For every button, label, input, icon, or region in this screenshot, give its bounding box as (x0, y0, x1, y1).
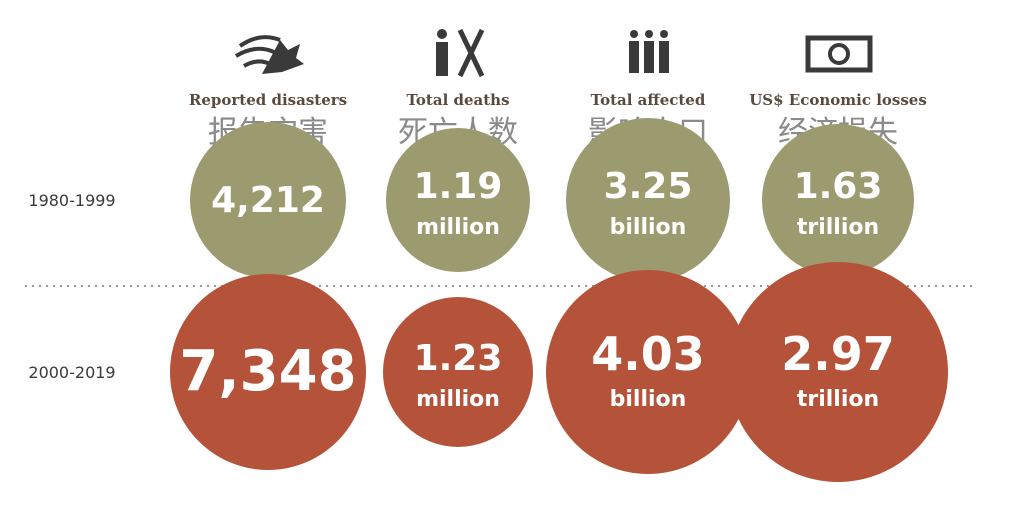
column-title: Reported disasters (189, 91, 347, 109)
period-label: 1980-1999 (28, 191, 115, 210)
bubble-value: 4.03 (591, 327, 705, 381)
bubble (386, 128, 530, 272)
column-title: US$ Economic losses (749, 91, 927, 109)
bubble-unit: trillion (797, 387, 879, 412)
bubble-unit: billion (610, 215, 687, 240)
period-label: 2000-2019 (28, 363, 115, 382)
bubble (762, 124, 914, 276)
bubble-unit: million (416, 387, 500, 412)
bubble-value: 7,348 (179, 339, 356, 404)
bubble-unit: billion (610, 387, 687, 412)
bubble (383, 297, 533, 447)
bubble (170, 274, 366, 470)
bubble (728, 262, 948, 482)
bubble (566, 118, 730, 282)
bubble-value: 2.97 (781, 327, 895, 381)
bubble-value: 1.63 (794, 166, 883, 207)
column-title: Total affected (591, 91, 706, 109)
bubble-value: 4,212 (211, 180, 325, 221)
column-title: Total deaths (406, 91, 509, 109)
bubble (546, 270, 750, 474)
bubble-value: 1.19 (414, 166, 503, 207)
bubble (190, 122, 346, 278)
bubble-value: 1.23 (414, 338, 503, 379)
icons (234, 28, 873, 78)
bubble-value: 3.25 (604, 166, 693, 207)
icon-affected (629, 30, 669, 73)
icon-money (805, 35, 873, 73)
icon-deaths (436, 28, 485, 78)
icon-disaster (234, 35, 304, 74)
bubble-unit: million (416, 215, 500, 240)
bubble-unit: trillion (797, 215, 879, 240)
